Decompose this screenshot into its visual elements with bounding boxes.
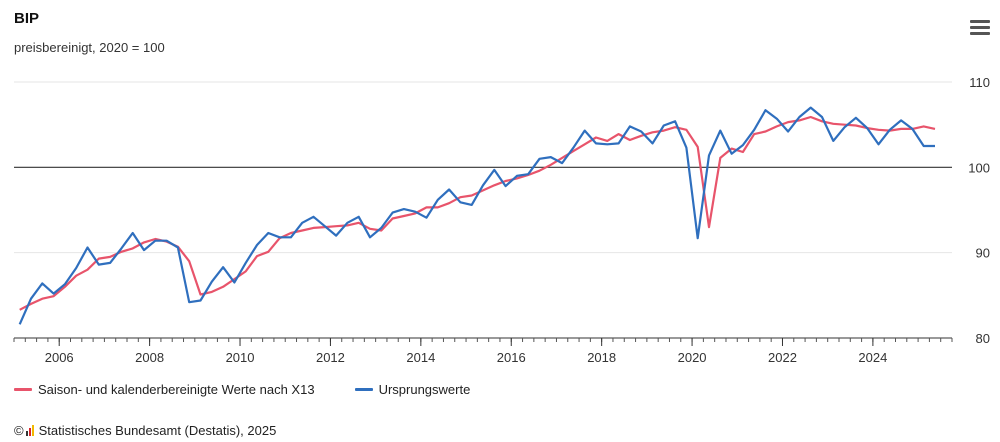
legend-swatch-x13: [14, 388, 32, 391]
menu-hamburger-icon[interactable]: [970, 20, 990, 38]
x-tick-label-2012: 2012: [316, 350, 345, 365]
x-tick-label-2022: 2022: [768, 350, 797, 365]
legend-item-x13[interactable]: Saison- und kalenderbereinigte Werte nac…: [14, 382, 315, 397]
copyright-symbol: ©: [14, 423, 24, 438]
series-line-x13: [19, 115, 936, 311]
menu-bar: [970, 32, 990, 35]
legend-label-x13: Saison- und kalenderbereinigte Werte nac…: [38, 382, 315, 397]
x-tick-label-2008: 2008: [135, 350, 164, 365]
y-tick-label-80: 80: [976, 331, 990, 346]
x-tick-label-2014: 2014: [406, 350, 435, 365]
x-tick-label-2010: 2010: [226, 350, 255, 365]
series-group: [18, 106, 936, 325]
menu-bar: [970, 26, 990, 29]
gridlines: [14, 81, 952, 254]
y-tick-label-90: 90: [976, 246, 990, 261]
legend-label-ursprungswerte: Ursprungswerte: [378, 382, 471, 397]
legend-item-ursprungswerte[interactable]: Ursprungswerte: [354, 382, 471, 397]
destatis-logo-icon: [25, 425, 35, 436]
x-axis: 2006 2008 2010 2012 2014 2016 2018 2020 2022 2024: [13, 337, 953, 365]
x-tick-label-2006: 2006: [45, 350, 74, 365]
series-line-ursprungswerte: [18, 106, 935, 325]
menu-bar: [970, 20, 990, 23]
y-axis: 80 90 100 110: [968, 75, 990, 346]
y-tick-label-100: 100: [968, 160, 990, 175]
source-text[interactable]: Statistisches Bundesamt (Destatis), 2025: [38, 423, 277, 438]
y-tick-label-110: 110: [969, 75, 990, 90]
source-credit: © Statistisches Bundesamt (Destatis), 20…: [14, 423, 276, 438]
legend: Saison- und kalenderbereinigte Werte nac…: [14, 382, 470, 397]
chart-subtitle: preisbereinigt, 2020 = 100: [14, 40, 165, 55]
x-tick-label-2024: 2024: [858, 350, 887, 365]
x-tick-label-2020: 2020: [678, 350, 707, 365]
legend-swatch-ursprungswerte: [354, 388, 373, 391]
chart-title: BIP: [14, 10, 40, 27]
x-tick-label-2018: 2018: [587, 350, 616, 365]
x-tick-label-2016: 2016: [497, 350, 526, 365]
